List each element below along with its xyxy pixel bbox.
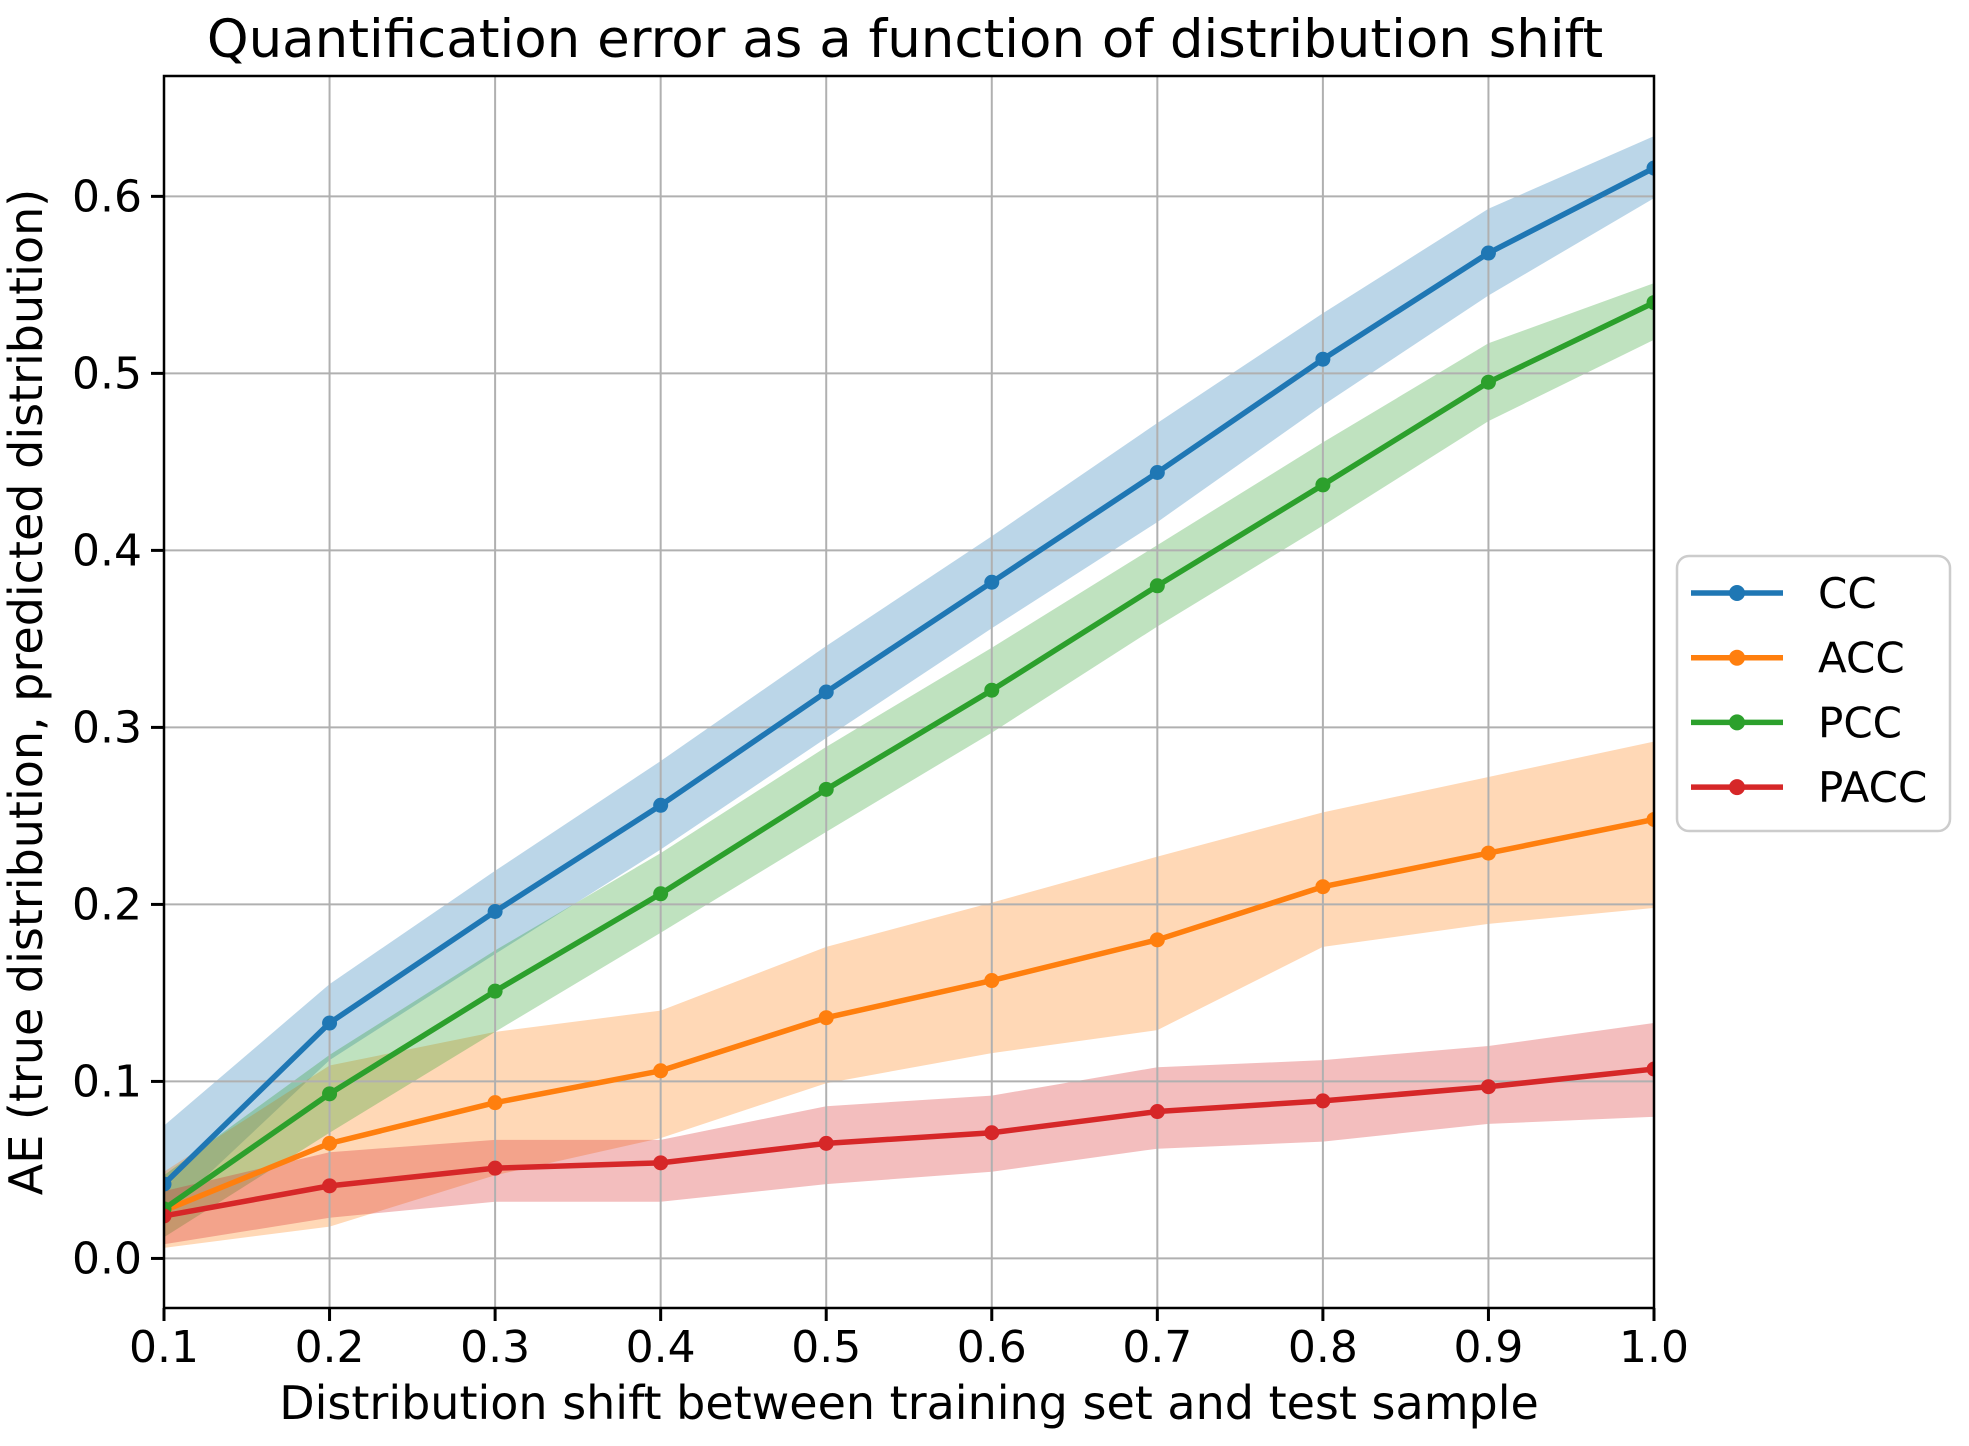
data-point-PCC <box>1315 477 1331 493</box>
y-tick-label: 0.6 <box>72 171 142 222</box>
data-point-ACC <box>653 1063 669 1079</box>
data-point-PACC <box>1480 1079 1496 1095</box>
legend-marker-ACC <box>1729 649 1745 666</box>
data-point-PCC <box>1149 578 1165 594</box>
y-tick-label: 0.0 <box>72 1233 142 1284</box>
legend-label-PACC: PACC <box>1818 763 1927 812</box>
plot-frame <box>162 74 1656 1310</box>
legend-entry-CC: CC <box>1691 569 1877 618</box>
y-tick-label: 0.1 <box>72 1056 142 1107</box>
data-point-CC <box>322 1015 338 1031</box>
legend-label-ACC: ACC <box>1818 634 1905 683</box>
legend-marker-PACC <box>1729 779 1745 796</box>
data-point-PCC <box>1480 374 1496 390</box>
legend-marker-PCC <box>1729 714 1745 731</box>
x-tick-label: 0.7 <box>1122 1322 1192 1373</box>
legend-label-CC: CC <box>1818 569 1877 618</box>
series-line-ACC <box>164 816 1654 1214</box>
x-axis-label: Distribution shift between training set … <box>279 1376 1539 1430</box>
data-point-CC <box>487 903 503 919</box>
legend-label-PCC: PCC <box>1818 698 1902 747</box>
y-axis-label: AE (true distribution, predicted distrib… <box>0 189 53 1195</box>
data-point-ACC <box>818 1010 834 1026</box>
data-point-CC <box>1646 160 1654 176</box>
data-point-CC <box>1315 351 1331 367</box>
confidence-band-ACC <box>164 741 1654 1248</box>
x-tick-label: 1.0 <box>1619 1322 1689 1373</box>
data-point-CC <box>1149 465 1165 481</box>
x-tick-label: 0.9 <box>1453 1322 1523 1373</box>
data-point-CC <box>1480 245 1496 261</box>
data-point-PCC <box>1646 295 1654 311</box>
confidence-band-PACC <box>164 1023 1654 1245</box>
series-line-CC <box>164 165 1654 1187</box>
data-point-ACC <box>1646 811 1654 827</box>
data-point-CC <box>984 574 1000 590</box>
data-point-ACC <box>984 973 1000 989</box>
series-line-PCC <box>164 299 1654 1212</box>
legend-entry-ACC: ACC <box>1691 634 1905 683</box>
data-point-CC <box>818 684 834 700</box>
data-point-CC <box>164 1176 172 1192</box>
data-point-PACC <box>487 1160 503 1176</box>
legend-entry-PCC: PCC <box>1691 698 1902 747</box>
data-point-PACC <box>653 1155 669 1171</box>
y-tick-label: 0.3 <box>72 702 142 753</box>
data-point-PCC <box>984 682 1000 698</box>
data-point-ACC <box>487 1095 503 1111</box>
legend-box <box>1675 554 1952 833</box>
data-point-PACC <box>984 1125 1000 1141</box>
data-point-PCC <box>818 781 834 797</box>
data-point-ACC <box>1149 932 1165 948</box>
data-point-PACC <box>164 1208 172 1224</box>
chart-title: Quantification error as a function of di… <box>207 9 1603 70</box>
data-point-PACC <box>1315 1093 1331 1109</box>
data-point-PCC <box>322 1086 338 1102</box>
y-tick-label: 0.5 <box>72 348 142 399</box>
data-point-PCC <box>653 886 669 902</box>
x-tick-label: 0.6 <box>957 1322 1027 1373</box>
data-point-PCC <box>487 983 503 999</box>
plot-spines <box>162 74 1656 1310</box>
data-point-ACC <box>1480 845 1496 861</box>
series-line-PACC <box>164 1066 1654 1219</box>
axis-ticks: 0.1 0.2 0.3 0.4 0.5 0.6 0.7 0.8 0.9 1.0 0.0 0.1 0.2 0… <box>72 171 1689 1373</box>
x-tick-label: 0.1 <box>129 1322 199 1373</box>
legend-entry-PACC: PACC <box>1691 763 1927 812</box>
data-point-PACC <box>322 1178 338 1194</box>
data-point-ACC <box>1315 879 1331 895</box>
y-tick-label: 0.2 <box>72 879 142 930</box>
confidence-bands <box>164 136 1654 1248</box>
x-tick-label: 0.5 <box>791 1322 861 1373</box>
legend: CC ACC PCC PACC <box>1675 554 1952 833</box>
x-tick-label: 0.8 <box>1288 1322 1358 1373</box>
data-point-CC <box>653 797 669 813</box>
data-point-PACC <box>1149 1104 1165 1120</box>
legend-marker-CC <box>1729 585 1745 601</box>
confidence-band-PCC <box>164 283 1654 1238</box>
series-lines <box>164 160 1654 1224</box>
confidence-band-CC <box>164 136 1654 1216</box>
data-point-PACC <box>1646 1061 1654 1077</box>
data-point-PACC <box>818 1135 834 1151</box>
y-tick-label: 0.4 <box>72 525 142 576</box>
x-tick-label: 0.4 <box>626 1322 696 1373</box>
x-tick-label: 0.3 <box>460 1322 530 1373</box>
x-tick-label: 0.2 <box>295 1322 365 1373</box>
data-point-ACC <box>322 1135 338 1151</box>
